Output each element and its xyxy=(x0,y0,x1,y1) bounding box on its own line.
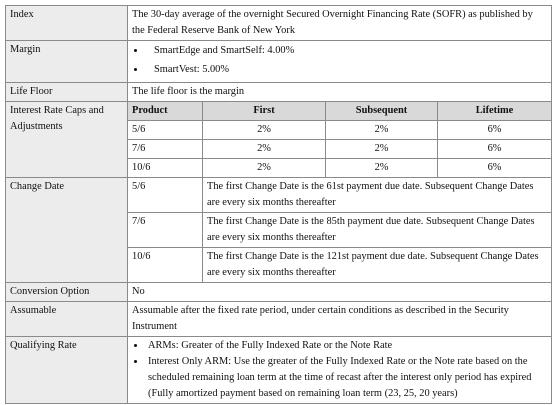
cell: 10/6 xyxy=(127,158,203,178)
terms-table: Index The 30-day average of the overnigh… xyxy=(5,5,553,404)
header-cell: First xyxy=(202,101,326,121)
row: Index The 30-day average of the overnigh… xyxy=(5,5,553,41)
header-cell: Subsequent xyxy=(325,101,438,121)
cell: 2% xyxy=(325,139,438,159)
row-bullets: ARMs: Greater of the Fully Indexed Rate … xyxy=(126,336,553,404)
row-text: The 30-day average of the overnight Secu… xyxy=(126,5,553,41)
row-label: Index xyxy=(5,5,128,41)
row-bullets: SmartEdge and SmartSelf: 4.00% SmartVest… xyxy=(126,40,553,83)
cell: The first Change Date is the 61st paymen… xyxy=(201,177,553,213)
bullet: SmartVest: 5.00% xyxy=(146,62,547,78)
row: Margin SmartEdge and SmartSelf: 4.00% Sm… xyxy=(5,40,553,83)
header-cell: Lifetime xyxy=(436,101,553,121)
row: Assumable Assumable after the fixed rate… xyxy=(5,301,553,337)
row: Qualifying Rate ARMs: Greater of the Ful… xyxy=(5,336,553,404)
row: Conversion Option No xyxy=(5,282,553,302)
cell: 6% xyxy=(436,120,553,140)
header-cell: Product xyxy=(127,101,203,121)
cell: 7/6 xyxy=(127,139,203,159)
row-label: Interest Rate Caps and Adjustments xyxy=(5,101,128,178)
bullet: SmartEdge and SmartSelf: 4.00% xyxy=(146,43,547,59)
cell: 2% xyxy=(325,158,438,178)
cell: 6% xyxy=(436,139,553,159)
cell: 6% xyxy=(436,158,553,178)
cell: 2% xyxy=(202,158,326,178)
row: 7/6 The first Change Date is the 85th pa… xyxy=(6,212,553,248)
cell: The first Change Date is the 121st payme… xyxy=(201,247,553,283)
bullet-list: SmartEdge and SmartSelf: 4.00% SmartVest… xyxy=(132,43,547,78)
row: 10/6 2% 2% 6% xyxy=(6,158,553,178)
bullet: ARMs: Greater of the Fully Indexed Rate … xyxy=(146,338,547,354)
bullet: Interest Only ARM: Use the greater of th… xyxy=(146,354,547,402)
cell: 5/6 xyxy=(127,120,203,140)
cell: 2% xyxy=(202,139,326,159)
row: Interest Rate Caps and Adjustments Produ… xyxy=(5,101,553,178)
cell: 7/6 xyxy=(127,212,203,248)
row: Life Floor The life floor is the margin xyxy=(5,82,553,102)
row: 5/6 2% 2% 6% xyxy=(6,120,553,140)
cell: 2% xyxy=(325,120,438,140)
row-label: Assumable xyxy=(5,301,128,337)
cell: 2% xyxy=(202,120,326,140)
row-text: Assumable after the fixed rate period, u… xyxy=(126,301,553,337)
row-label: Life Floor xyxy=(5,82,128,102)
cell: 5/6 xyxy=(127,177,203,213)
row-label: Conversion Option xyxy=(5,282,128,302)
cell: 10/6 xyxy=(127,247,203,283)
bullet-list: ARMs: Greater of the Fully Indexed Rate … xyxy=(132,338,547,402)
row-text: The life floor is the margin xyxy=(126,82,553,102)
cell: The first Change Date is the 85th paymen… xyxy=(201,212,553,248)
row-label: Change Date xyxy=(5,177,128,283)
row-label: Qualifying Rate xyxy=(5,336,128,404)
row-text: No xyxy=(126,282,553,302)
row: Change Date 5/6 The first Change Date is… xyxy=(5,177,553,283)
row-label: Margin xyxy=(5,40,128,83)
